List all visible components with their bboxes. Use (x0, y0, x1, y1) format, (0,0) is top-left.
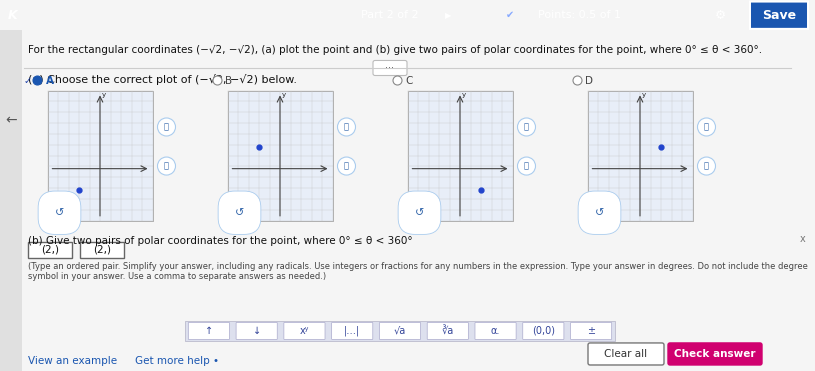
FancyBboxPatch shape (373, 60, 407, 75)
FancyBboxPatch shape (668, 343, 762, 365)
Text: 🔍: 🔍 (704, 161, 709, 171)
Circle shape (213, 76, 222, 85)
Bar (0, 30, 22, 371)
Text: 🔍: 🔍 (344, 122, 349, 131)
Circle shape (698, 157, 716, 175)
Text: y: y (642, 92, 646, 98)
Text: ↺: ↺ (595, 208, 604, 218)
Circle shape (518, 157, 535, 175)
Circle shape (393, 76, 402, 85)
Text: K: K (8, 9, 18, 22)
FancyBboxPatch shape (522, 322, 564, 339)
Text: Clear all: Clear all (605, 349, 648, 359)
Circle shape (33, 76, 42, 85)
Bar (227, 91, 333, 221)
Text: B: B (226, 76, 232, 85)
FancyBboxPatch shape (588, 343, 664, 365)
Text: (2,): (2,) (41, 245, 59, 255)
Circle shape (157, 157, 175, 175)
Text: y: y (282, 92, 286, 98)
FancyBboxPatch shape (236, 322, 277, 339)
FancyBboxPatch shape (188, 322, 230, 339)
Bar (185, 321, 615, 341)
Text: ✓: ✓ (24, 76, 32, 85)
Text: ···: ··· (385, 63, 394, 73)
Text: Save: Save (762, 9, 796, 22)
Text: ↑: ↑ (205, 326, 213, 336)
Text: For the rectangular coordinates (−√2, −√2), (a) plot the point and (b) give two : For the rectangular coordinates (−√2, −√… (28, 45, 762, 55)
Circle shape (157, 118, 175, 136)
Text: Part 2 of 2: Part 2 of 2 (361, 10, 419, 20)
FancyBboxPatch shape (80, 242, 124, 258)
Text: C: C (406, 76, 413, 85)
FancyBboxPatch shape (284, 322, 325, 339)
FancyBboxPatch shape (570, 322, 612, 339)
Text: View an example: View an example (28, 356, 117, 366)
Text: ↺: ↺ (235, 208, 244, 218)
Text: Points: 0.5 of 1: Points: 0.5 of 1 (539, 10, 622, 20)
Text: ±: ± (587, 326, 595, 336)
Circle shape (573, 76, 582, 85)
Text: (Type an ordered pair. Simplify your answer, including any radicals. Use integer: (Type an ordered pair. Simplify your ans… (28, 262, 808, 281)
Text: ↺: ↺ (415, 208, 424, 218)
Text: Check answer: Check answer (674, 349, 756, 359)
Text: y: y (102, 92, 106, 98)
Circle shape (337, 157, 355, 175)
Text: α.: α. (491, 326, 500, 336)
Text: 🔍: 🔍 (524, 122, 529, 131)
FancyBboxPatch shape (332, 322, 372, 339)
Text: (0,0): (0,0) (532, 326, 555, 336)
Circle shape (337, 118, 355, 136)
FancyBboxPatch shape (380, 322, 421, 339)
Circle shape (518, 118, 535, 136)
Text: 🔍: 🔍 (524, 161, 529, 171)
Bar (408, 91, 513, 221)
Text: ←: ← (5, 114, 17, 128)
Text: Get more help •: Get more help • (135, 356, 219, 366)
FancyBboxPatch shape (475, 322, 516, 339)
Text: √a: √a (394, 326, 406, 336)
Text: 🔍: 🔍 (704, 122, 709, 131)
Text: 🔍: 🔍 (344, 161, 349, 171)
Text: (a) Choose the correct plot of (−√2, −√2) below.: (a) Choose the correct plot of (−√2, −√2… (28, 75, 297, 85)
Text: A: A (46, 76, 54, 85)
Text: ∛a: ∛a (442, 326, 454, 336)
Text: ▶: ▶ (445, 11, 452, 20)
FancyBboxPatch shape (750, 1, 808, 29)
Text: y: y (462, 92, 466, 98)
Text: 🔍: 🔍 (164, 161, 169, 171)
Circle shape (698, 118, 716, 136)
Text: ↺: ↺ (55, 208, 64, 218)
Text: |…|: |…| (344, 326, 360, 336)
Text: ✔: ✔ (506, 10, 514, 20)
Text: x: x (800, 234, 805, 244)
Text: 🔍: 🔍 (164, 122, 169, 131)
Bar (47, 91, 152, 221)
Text: (2,): (2,) (93, 245, 111, 255)
Bar (588, 91, 693, 221)
FancyBboxPatch shape (28, 242, 72, 258)
FancyBboxPatch shape (427, 322, 469, 339)
Text: (b) Give two pairs of polar coordinates for the point, where 0° ≤ θ < 360°: (b) Give two pairs of polar coordinates … (28, 236, 412, 246)
Text: ↓: ↓ (253, 326, 261, 336)
Text: xʸ: xʸ (300, 326, 309, 336)
Text: ⚙: ⚙ (715, 9, 725, 22)
Text: D: D (585, 76, 593, 85)
